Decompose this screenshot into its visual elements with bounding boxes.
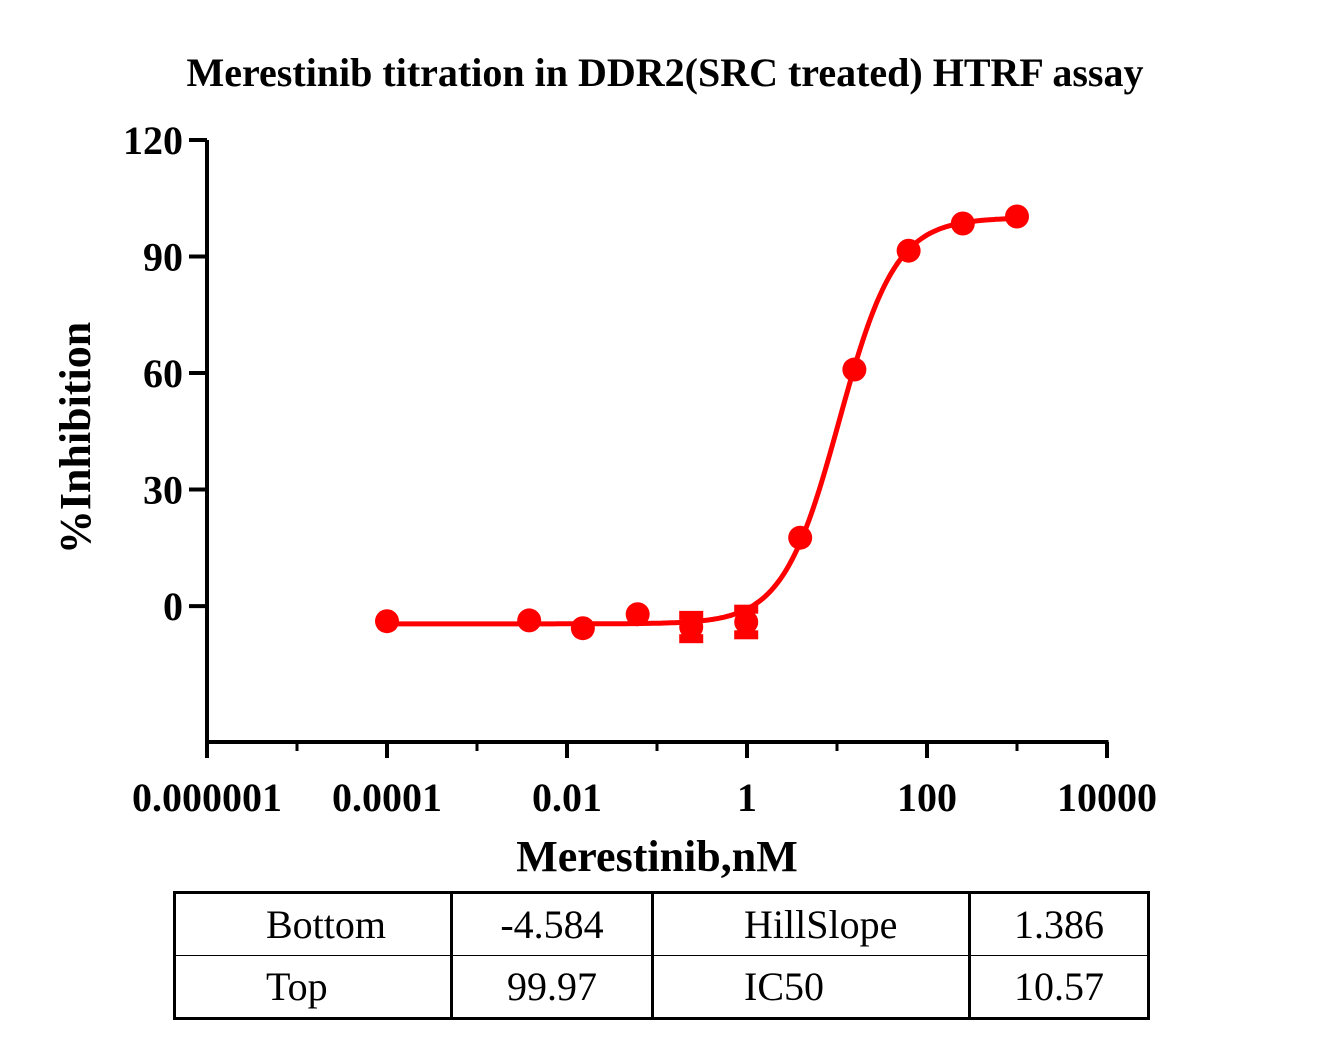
data-point <box>375 609 399 634</box>
data-point <box>950 211 975 236</box>
error-cap <box>734 604 759 614</box>
data-point <box>570 616 595 641</box>
param-label: Bottom <box>174 892 453 956</box>
data-point <box>842 357 867 382</box>
error-cap <box>734 630 759 640</box>
x-tick-label: 100 <box>897 775 957 820</box>
param-label-text: Bottom <box>266 902 387 947</box>
fit-curve <box>387 216 1018 627</box>
data-point <box>734 609 759 634</box>
param-value: 99.97 <box>451 955 654 1019</box>
data-point <box>679 615 704 640</box>
x-tick-label: 10000 <box>1057 775 1157 820</box>
x-tick-label: 0.0001 <box>332 775 442 820</box>
param-label: IC50 <box>652 955 971 1019</box>
param-value: 1.386 <box>969 892 1149 956</box>
param-label: HillSlope <box>652 892 971 956</box>
x-tick-label: 1 <box>737 775 757 820</box>
param-label: Top <box>174 955 453 1019</box>
data-point <box>517 608 542 633</box>
data-point <box>1005 204 1029 229</box>
param-label-text: Top <box>266 964 328 1009</box>
dose-response-chart: Merestinib titration in DDR2(SRC treated… <box>51 50 1157 881</box>
x-tick-label: 0.000001 <box>132 775 282 820</box>
x-tick-label: 0.01 <box>532 775 602 820</box>
y-tick-label: 60 <box>143 351 183 396</box>
param-value: 10.57 <box>969 955 1149 1019</box>
y-tick-label: 90 <box>143 235 183 280</box>
axes: 0.000001 0.0001 0.01 1 100 10000 0 30 60 90 120 <box>123 118 1157 820</box>
table-row: Bottom -4.584 HillSlope 1.386 <box>174 892 1149 956</box>
fit-parameters-table: Bottom -4.584 HillSlope 1.386 Top 99.97 … <box>173 891 1150 1020</box>
x-axis-label: Merestinib,nM <box>516 832 798 881</box>
data-point <box>896 238 921 263</box>
y-tick-label: 0 <box>163 584 183 629</box>
data-marks <box>375 204 1029 644</box>
y-axis-label: %Inhibition <box>51 322 100 554</box>
param-label-text: IC50 <box>744 964 824 1009</box>
table-row: Top 99.97 IC50 10.57 <box>174 955 1149 1019</box>
data-point <box>625 602 650 627</box>
chart-title: Merestinib titration in DDR2(SRC treated… <box>187 50 1144 95</box>
param-label-text: HillSlope <box>744 902 898 947</box>
y-tick-label: 30 <box>143 468 183 513</box>
param-value: -4.584 <box>451 892 654 956</box>
data-point <box>788 525 813 550</box>
y-tick-label: 120 <box>123 118 183 163</box>
